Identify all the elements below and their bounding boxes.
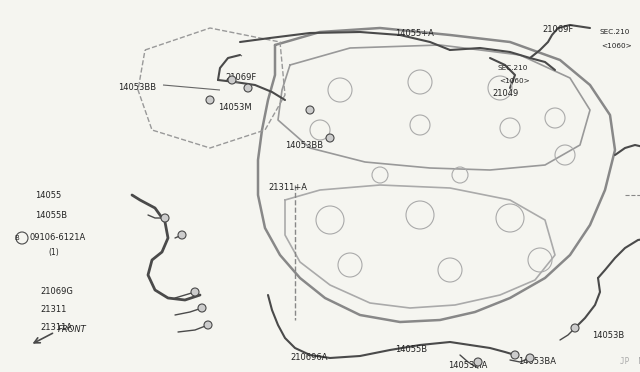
Circle shape (206, 96, 214, 104)
Circle shape (526, 354, 534, 362)
Text: B: B (14, 235, 19, 241)
Circle shape (161, 214, 169, 222)
Text: (1): (1) (48, 247, 59, 257)
Text: 21069G: 21069G (40, 288, 73, 296)
Text: 21311: 21311 (40, 305, 67, 314)
Circle shape (191, 288, 199, 296)
Text: 14055: 14055 (35, 190, 61, 199)
Text: 14053MA: 14053MA (448, 362, 488, 371)
Circle shape (306, 106, 314, 114)
Text: 14053B: 14053B (592, 330, 624, 340)
Text: JP  NOR.1: JP NOR.1 (620, 357, 640, 366)
Text: 21069F: 21069F (542, 26, 573, 35)
Text: <1060>: <1060> (499, 78, 530, 84)
Text: <1060>: <1060> (601, 43, 632, 49)
Circle shape (571, 324, 579, 332)
Text: 14055B: 14055B (35, 211, 67, 219)
Circle shape (326, 134, 334, 142)
Text: 21049: 21049 (492, 89, 518, 97)
Circle shape (244, 84, 252, 92)
Circle shape (511, 351, 519, 359)
Circle shape (204, 321, 212, 329)
Text: 14055+A: 14055+A (395, 29, 434, 38)
Text: 21311A: 21311A (40, 324, 72, 333)
Circle shape (474, 358, 482, 366)
Text: FRONT: FRONT (58, 326, 87, 334)
Text: 14053BA: 14053BA (518, 357, 556, 366)
Circle shape (178, 231, 186, 239)
Text: SEC.210: SEC.210 (498, 65, 529, 71)
Text: 09106-6121A: 09106-6121A (30, 234, 86, 243)
Circle shape (228, 76, 236, 84)
Text: 14053BB: 14053BB (285, 141, 323, 150)
Text: 14053M: 14053M (218, 103, 252, 112)
Text: 14053BB: 14053BB (118, 83, 156, 93)
Text: 210696A: 210696A (290, 353, 328, 362)
Text: 14055B: 14055B (395, 346, 427, 355)
Circle shape (198, 304, 206, 312)
Text: 21069F: 21069F (225, 74, 256, 83)
Text: SEC.210: SEC.210 (600, 29, 630, 35)
Text: 21311+A: 21311+A (268, 183, 307, 192)
